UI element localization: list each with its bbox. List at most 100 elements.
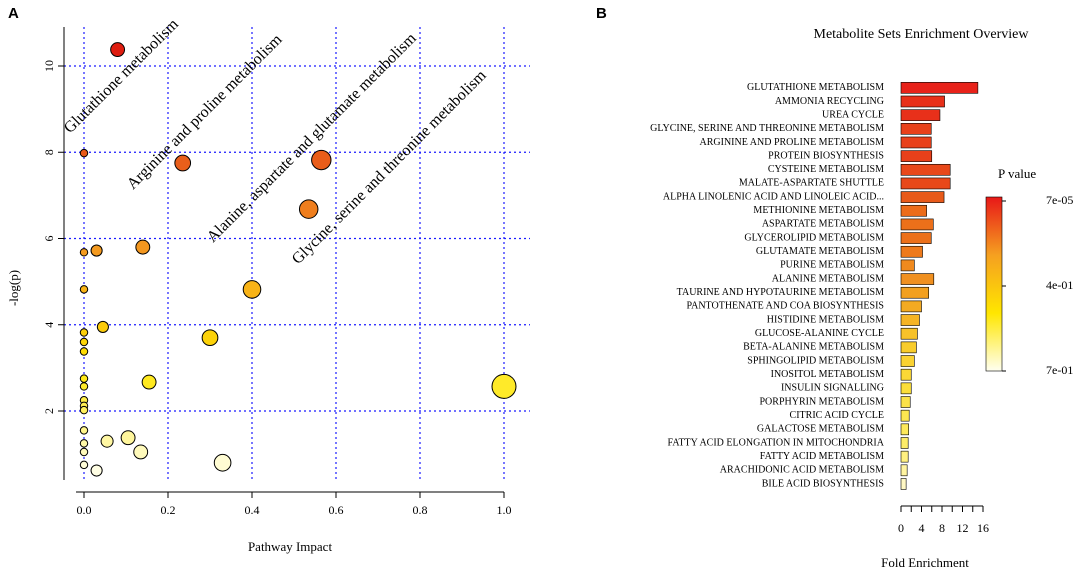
scatter-point bbox=[110, 42, 126, 58]
bar bbox=[900, 368, 912, 381]
scatter-point bbox=[79, 328, 89, 337]
scatter-point bbox=[79, 285, 89, 294]
bar bbox=[900, 273, 935, 285]
x-tick-label: 1.0 bbox=[497, 503, 512, 517]
scatter-point bbox=[135, 239, 151, 255]
x-tick-label: 0.8 bbox=[413, 503, 428, 517]
scatter-x-label: Pathway Impact bbox=[248, 539, 333, 554]
bar bbox=[900, 286, 929, 299]
bar bbox=[900, 300, 922, 313]
bar-category-label: GLUTATHIONE METABOLISM bbox=[747, 82, 884, 93]
y-tick-label: 4 bbox=[42, 322, 56, 328]
bar bbox=[900, 150, 933, 162]
bar-category-label: ALPHA LINOLENIC ACID AND LINOLEIC ACID..… bbox=[663, 191, 884, 202]
bar bbox=[900, 232, 932, 244]
legend-labels: 7e-05 4e-01 7e-01 bbox=[1002, 193, 1073, 377]
bar-category-label: GLYCEROLIPID METABOLISM bbox=[744, 232, 884, 243]
bar bbox=[900, 204, 927, 217]
scatter-point bbox=[79, 447, 89, 457]
bar bbox=[900, 136, 932, 149]
x-tick-label: 0.6 bbox=[329, 503, 344, 517]
bar-category-label: AMMONIA RECYCLING bbox=[775, 96, 884, 107]
bar-category-label: METHIONINE METABOLISM bbox=[753, 205, 884, 216]
bar-category-label: MALATE-ASPARTATE SHUTTLE bbox=[739, 178, 884, 189]
bar-chart-title: Metabolite Sets Enrichment Overview bbox=[814, 27, 1030, 42]
scatter-point bbox=[90, 244, 103, 257]
scatter-point bbox=[491, 373, 517, 399]
scatter-point bbox=[79, 382, 89, 391]
scatter-point bbox=[90, 464, 103, 477]
bar-category-label: BILE ACID BIOSYNTHESIS bbox=[762, 478, 884, 489]
bar bbox=[900, 163, 951, 176]
bar bbox=[900, 109, 941, 121]
bar bbox=[900, 82, 979, 94]
panel-a-letter: A bbox=[8, 5, 19, 22]
scatter-point bbox=[79, 405, 89, 415]
bar bbox=[900, 409, 910, 422]
bar-category-label: PURINE METABOLISM bbox=[780, 260, 884, 271]
scatter-point bbox=[79, 374, 89, 383]
bar bbox=[900, 478, 907, 490]
x-tick-label: 0.0 bbox=[77, 503, 92, 517]
scatter-point bbox=[242, 280, 262, 299]
bar bbox=[900, 355, 915, 367]
scatter-point bbox=[213, 453, 232, 472]
bar-category-label: BETA-ALANINE METABOLISM bbox=[743, 342, 884, 353]
scatter-x-ticks: 0.0 0.2 0.4 0.6 0.8 1.0 bbox=[77, 492, 512, 517]
bar-category-label: CITRIC ACID CYCLE bbox=[790, 410, 884, 421]
bar-category-label: GLUTAMATE METABOLISM bbox=[756, 246, 884, 257]
bar-category-label: ARGININE AND PROLINE METABOLISM bbox=[700, 137, 885, 148]
bar-category-label: ASPARTATE METABOLISM bbox=[762, 219, 884, 230]
bar-category-label: FATTY ACID METABOLISM bbox=[760, 451, 884, 462]
bar-category-label: TAURINE AND HYPOTAURINE METABOLISM bbox=[677, 287, 884, 298]
scatter-point bbox=[79, 148, 89, 158]
pathway-annotation: Glutathione metabolism bbox=[61, 15, 182, 136]
bar-category-label: INOSITOL METABOLISM bbox=[771, 369, 884, 380]
legend-title: P value bbox=[998, 166, 1036, 181]
bar bbox=[900, 396, 911, 408]
y-tick-label: 8 bbox=[42, 149, 56, 155]
scatter-point bbox=[120, 430, 136, 446]
bar-category-label: ALANINE METABOLISM bbox=[772, 273, 884, 284]
scatter-point bbox=[141, 374, 157, 390]
bar-x-tick-label: 8 bbox=[939, 521, 945, 535]
bar-category-label: PROTEIN BIOSYNTHESIS bbox=[768, 150, 884, 161]
x-tick-label: 0.2 bbox=[161, 503, 176, 517]
scatter-point bbox=[79, 426, 89, 435]
bar-category-label: CYSTEINE METABOLISM bbox=[768, 164, 884, 175]
bar bbox=[900, 123, 932, 135]
panel-b-letter: B bbox=[596, 5, 607, 22]
bar bbox=[900, 450, 909, 463]
bar-category-label: PANTOTHENATE AND COA BIOSYNTHESIS bbox=[686, 301, 884, 312]
scatter-point bbox=[311, 149, 332, 171]
legend-label: 7e-01 bbox=[1046, 363, 1073, 377]
scatter-point bbox=[174, 154, 192, 172]
scatter-axes bbox=[63, 27, 504, 493]
bar-category-labels: GLUTATHIONE METABOLISM AMMONIA RECYCLING U… bbox=[650, 82, 885, 489]
bar-category-label: INSULIN SIGNALLING bbox=[781, 383, 884, 394]
pathway-impact-scatter: 2 4 6 8 10 0.0 0.2 0.4 0.6 0.8 1.0 Glutathione me… bbox=[6, 15, 530, 554]
scatter-point bbox=[201, 329, 219, 347]
scatter-point bbox=[79, 347, 89, 356]
bar bbox=[900, 327, 918, 340]
bar bbox=[900, 314, 920, 326]
bar-x-tick-label: 16 bbox=[977, 521, 989, 535]
bar-x-tick-label: 0 bbox=[898, 521, 904, 535]
bar bbox=[900, 464, 908, 477]
x-tick-label: 0.4 bbox=[245, 503, 260, 517]
enrichment-bar-chart: Metabolite Sets Enrichment Overview GLUT… bbox=[650, 27, 1073, 570]
bar-category-label: UREA CYCLE bbox=[822, 109, 884, 120]
scatter-point bbox=[100, 434, 114, 448]
bar-category-label: SPHINGOLIPID METABOLISM bbox=[747, 355, 884, 366]
bar-category-label: HISTIDINE METABOLISM bbox=[767, 314, 884, 325]
scatter-point bbox=[79, 460, 89, 470]
scatter-point bbox=[133, 444, 149, 460]
scatter-point bbox=[96, 320, 109, 333]
bar bbox=[900, 218, 934, 231]
bar-category-label: GALACTOSE METABOLISM bbox=[757, 424, 884, 435]
pvalue-legend: P value 7e-05 4e-01 7e-01 bbox=[985, 166, 1073, 377]
scatter-y-ticks: 2 4 6 8 10 bbox=[42, 60, 64, 414]
y-tick-label: 2 bbox=[42, 408, 56, 414]
